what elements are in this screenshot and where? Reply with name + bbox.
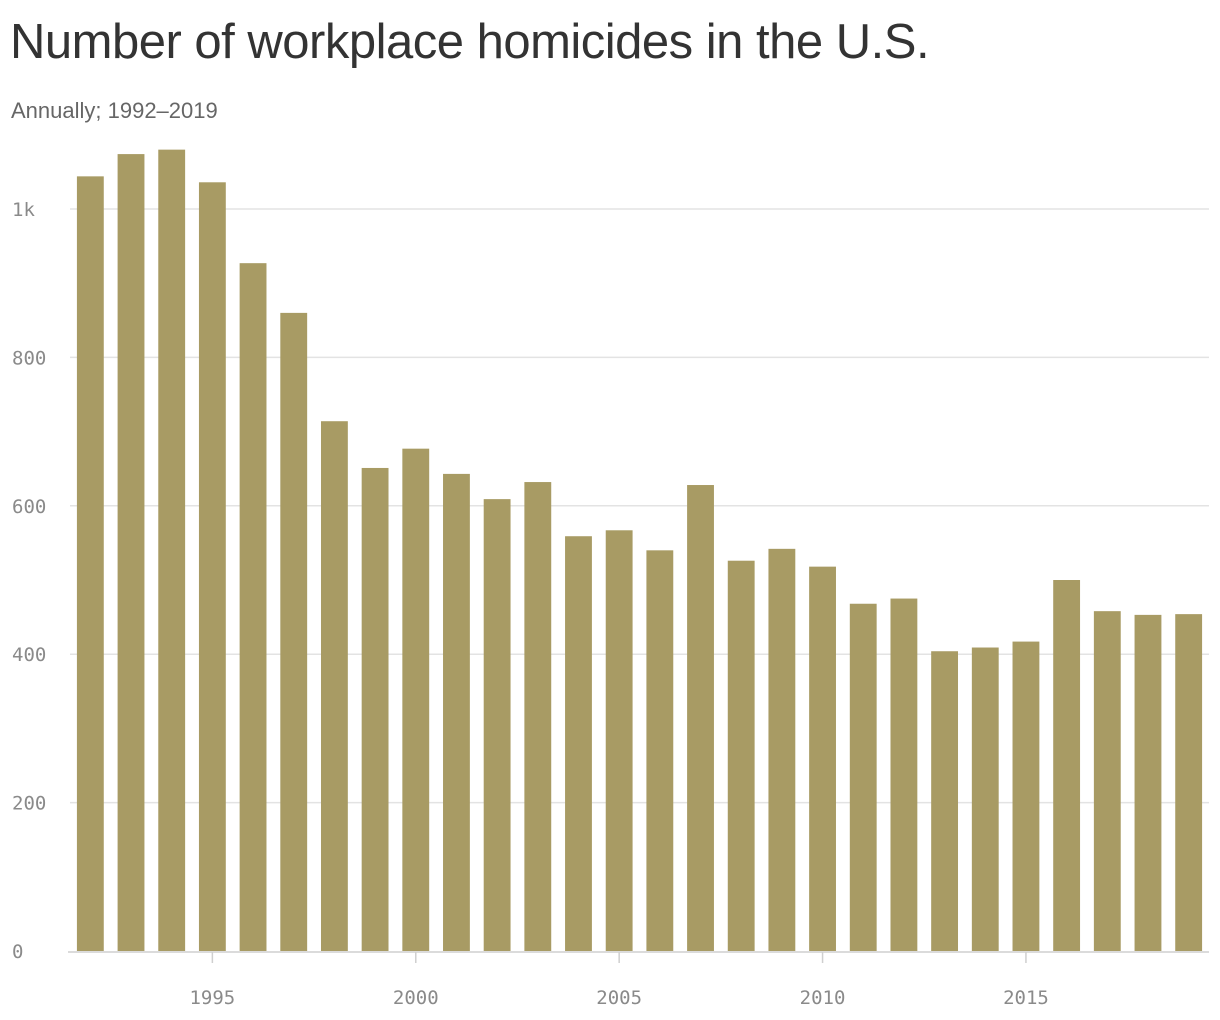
bar-2019 [1175, 614, 1203, 951]
chart-subtitle: Annually; 1992–2019 [11, 98, 218, 123]
bar-2011 [849, 603, 877, 951]
bar-1996 [239, 263, 267, 951]
bar-1994 [158, 149, 186, 951]
bar-2001 [443, 473, 470, 951]
y-tick-label: 1k [12, 199, 35, 221]
y-tick-label: 200 [12, 793, 46, 815]
y-tick-label: 0 [12, 941, 23, 963]
bar-2016 [1053, 580, 1081, 951]
axes: 0 200 400 600 800 1k 1995 2000 2005 2010 2015 [12, 199, 1209, 1009]
x-tick-label: 2005 [596, 987, 642, 1009]
x-tick-label: 2015 [1003, 987, 1049, 1009]
bar-2007 [687, 485, 714, 951]
bar-1995 [198, 182, 226, 952]
x-tick-label: 2010 [800, 987, 846, 1009]
bar-2013 [931, 651, 959, 951]
bar-2008 [727, 560, 755, 951]
chart-title: Number of workplace homicides in the U.S… [10, 15, 930, 69]
bar-1999 [361, 467, 389, 951]
bar-2005 [605, 530, 633, 951]
bar-1993 [117, 154, 145, 952]
bar-2004 [565, 536, 592, 951]
bars [76, 149, 1203, 952]
y-tick-label: 800 [12, 347, 46, 369]
y-tick-label: 600 [12, 496, 46, 518]
bar-2009 [768, 548, 796, 951]
bar-1998 [320, 421, 348, 951]
bar-2002 [483, 499, 511, 951]
bar-2000 [402, 448, 430, 951]
bar-2017 [1093, 611, 1121, 951]
x-tick-label: 1995 [189, 987, 235, 1009]
bar-2015 [1012, 641, 1040, 951]
bar-2010 [809, 566, 836, 951]
bar-2006 [646, 550, 674, 951]
bar-2018 [1134, 614, 1162, 951]
bar-1992 [76, 176, 104, 952]
y-tick-label: 400 [12, 644, 46, 666]
bar-2014 [971, 647, 999, 951]
bar-1997 [280, 312, 308, 951]
x-tick-label: 2000 [393, 987, 439, 1009]
bar-2012 [890, 598, 918, 951]
bar-2003 [524, 482, 552, 951]
